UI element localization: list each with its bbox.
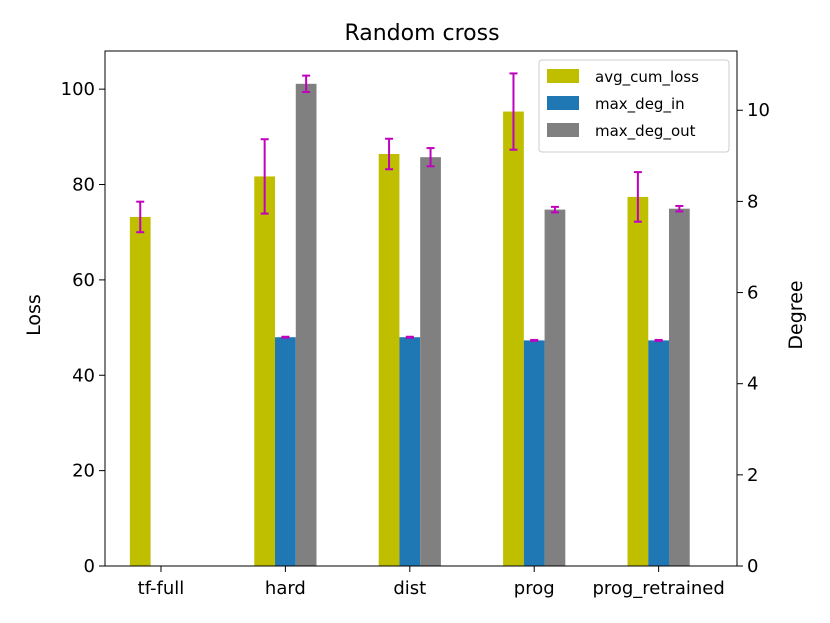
y2-tick-label: 2 — [747, 465, 758, 486]
x-tick-label-tf-full: tf-full — [138, 578, 185, 599]
x-tick-label-hard: hard — [265, 578, 306, 599]
plot-area: 0 20 40 60 80 100 0 2 4 6 8 10 tf-full hard dist prog pr… — [61, 50, 770, 599]
error-bar-max_deg_in-dist — [405, 335, 414, 339]
legend-label-max_deg_out: max_deg_out — [595, 122, 696, 141]
y-tick-label: 20 — [72, 461, 95, 482]
x-tick-label-dist: dist — [393, 578, 426, 599]
error-bar-avg_cum_loss-hard — [260, 138, 269, 215]
y-axis-label: Loss — [23, 294, 45, 336]
y-tick-label: 100 — [61, 79, 95, 100]
bar-max_deg_out-prog_retrained — [668, 208, 690, 567]
y2-tick-label: 4 — [747, 374, 758, 395]
legend-swatch-max_deg_in — [547, 96, 579, 110]
error-bar-max_deg_out-hard — [302, 74, 311, 94]
bar-avg_cum_loss-dist — [378, 154, 400, 566]
error-bar-max_deg_out-prog — [550, 205, 559, 214]
y-tick-label: 40 — [72, 365, 95, 386]
error-bar-max_deg_in-hard — [281, 335, 290, 339]
error-bar-max_deg_out-dist — [426, 147, 435, 168]
bar-avg_cum_loss-prog — [503, 111, 524, 567]
x-tick-label-prog: prog — [514, 578, 555, 599]
bar-avg_cum_loss-hard — [254, 176, 276, 566]
error-bar-max_deg_in-prog — [530, 338, 539, 342]
chart-title: Random cross — [344, 21, 499, 46]
bar-avg_cum_loss-prog_retrained — [627, 196, 649, 566]
bar-max_deg_in-prog_retrained — [648, 340, 669, 566]
bar-max_deg_in-hard — [275, 337, 296, 566]
legend: avg_cum_loss max_deg_in max_deg_out — [538, 59, 730, 153]
x-tick-label-prog_retrained: prog_retrained — [592, 578, 724, 599]
y2-axis-label: Degree — [785, 280, 807, 349]
error-bar-max_deg_out-prog_retrained — [675, 204, 684, 213]
error-bar-avg_cum_loss-prog — [509, 72, 518, 151]
y-tick-label: 80 — [72, 175, 95, 196]
bar-max_deg_in-dist — [399, 337, 421, 566]
error-bar-avg_cum_loss-prog_retrained — [633, 171, 642, 223]
bar-max_deg_out-prog — [544, 209, 566, 566]
bar-max_deg_in-prog — [523, 340, 545, 566]
error-bar-avg_cum_loss-dist — [385, 137, 394, 171]
legend-label-avg_cum_loss: avg_cum_loss — [595, 68, 699, 87]
y2-tick-label: 0 — [747, 556, 758, 577]
legend-label-max_deg_in: max_deg_in — [595, 95, 685, 114]
y2-tick-label: 10 — [747, 100, 770, 121]
error-bar-avg_cum_loss-tf-full — [136, 200, 145, 234]
bar-max_deg_out-hard — [295, 83, 317, 567]
plot-frame — [104, 50, 738, 567]
error-bar-max_deg_in-prog_retrained — [654, 338, 663, 342]
legend-box — [538, 59, 730, 153]
y-tick-label: 60 — [72, 270, 95, 291]
bar-avg_cum_loss-tf-full — [129, 216, 151, 566]
bar-max_deg_out-dist — [420, 157, 441, 567]
y-tick-label: 0 — [84, 556, 95, 577]
y2-tick-label: 8 — [747, 191, 758, 212]
legend-swatch-max_deg_out — [547, 123, 579, 137]
y2-tick-label: 6 — [747, 283, 758, 304]
legend-swatch-avg_cum_loss — [547, 69, 579, 83]
